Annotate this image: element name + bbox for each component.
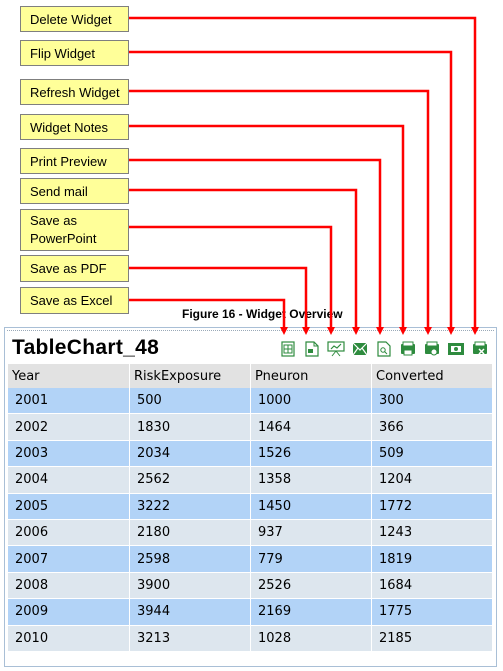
powerpoint-icon[interactable]	[324, 338, 348, 360]
column-header[interactable]: Year	[8, 364, 130, 388]
table-body: 2001 500 1000 300 2002 1830 1464 366 2003 2034 152…	[8, 388, 493, 652]
table-cell: 3900	[129, 572, 251, 600]
callout-label: Save as PowerPoint	[30, 213, 97, 246]
callout-label: Refresh Widget	[30, 84, 120, 100]
callout-label: Flip Widget	[30, 45, 96, 61]
table-cell: 1772	[371, 493, 493, 520]
table-row[interactable]: 2010 3213 1028 2185	[8, 625, 493, 652]
callout-widget-notes: Widget Notes	[20, 114, 129, 140]
column-header[interactable]: RiskExposure	[129, 364, 251, 388]
mail-icon[interactable]	[348, 338, 372, 360]
arrow-refresh-widget	[129, 89, 432, 335]
callout-send-mail: Send mail	[20, 178, 129, 204]
delete-icon[interactable]	[468, 338, 492, 360]
table-cell: 2008	[8, 572, 130, 600]
excel-icon[interactable]	[276, 338, 300, 360]
arrow-delete-widget	[129, 16, 479, 335]
table-row[interactable]: 2003 2034 1526 509	[8, 440, 493, 468]
table-cell: 1775	[371, 598, 493, 626]
figure-caption: Figure 16 - Widget Overview	[182, 307, 343, 321]
notes-icon[interactable]	[396, 338, 420, 360]
table-cell: 2003	[8, 440, 130, 468]
table-cell: 500	[129, 388, 251, 415]
table-cell: 509	[371, 440, 493, 468]
arrow-send-mail	[129, 188, 360, 335]
table-cell: 1243	[371, 519, 493, 547]
data-table: Year RiskExposure Pneuron Converted 2001…	[8, 364, 493, 652]
callout-label: Print Preview	[30, 153, 107, 169]
table-cell: 1464	[250, 413, 372, 441]
refresh-icon[interactable]	[420, 338, 444, 360]
table-cell: 2001	[8, 388, 130, 415]
arrow-flip-widget	[129, 50, 455, 335]
table-cell: 1526	[250, 440, 372, 468]
table-cell: 1819	[371, 545, 493, 573]
table-cell: 2009	[8, 598, 130, 626]
widget-border-dotted	[7, 330, 494, 331]
column-header[interactable]: Pneuron	[250, 364, 372, 388]
table-cell: 1358	[250, 466, 372, 494]
table-cell: 1000	[250, 388, 372, 415]
table-chart-widget: TableChart_48 Ye	[4, 327, 497, 667]
arrow-save-as-powerpoint	[129, 225, 335, 335]
print-preview-icon[interactable]	[372, 338, 396, 360]
flip-icon[interactable]	[444, 338, 468, 360]
table-row[interactable]: 2009 3944 2169 1775	[8, 598, 493, 626]
widget-title: TableChart_48	[12, 336, 160, 359]
table-cell: 2006	[8, 519, 130, 547]
table-cell: 366	[371, 413, 493, 441]
table-cell: 3944	[129, 598, 251, 626]
table-header-row: Year RiskExposure Pneuron Converted	[8, 364, 493, 388]
table-cell: 2562	[129, 466, 251, 494]
table-cell: 1450	[250, 493, 372, 520]
table-cell: 2007	[8, 545, 130, 573]
table-cell: 1684	[371, 572, 493, 600]
callout-label: Save as Excel	[30, 293, 113, 308]
arrow-save-as-excel	[129, 298, 288, 335]
table-cell: 1028	[250, 625, 372, 652]
table-cell: 2180	[129, 519, 251, 547]
table-cell: 3213	[129, 625, 251, 652]
table-row[interactable]: 2004 2562 1358 1204	[8, 466, 493, 494]
table-cell: 1830	[129, 413, 251, 441]
column-header[interactable]: Converted	[371, 364, 493, 388]
table-cell: 2526	[250, 572, 372, 600]
table-cell: 2004	[8, 466, 130, 494]
callout-save-as-pdf: Save as PDF	[20, 255, 129, 282]
table-row[interactable]: 2006 2180 937 1243	[8, 519, 493, 547]
callout-refresh-widget: Refresh Widget	[20, 79, 129, 105]
arrow-save-as-pdf	[129, 266, 310, 335]
pdf-icon[interactable]	[300, 338, 324, 360]
table-cell: 779	[250, 545, 372, 573]
table-cell: 937	[250, 519, 372, 547]
table-row[interactable]: 2007 2598 779 1819	[8, 545, 493, 573]
table-cell: 3222	[129, 493, 251, 520]
callout-flip-widget: Flip Widget	[20, 40, 129, 66]
table-row[interactable]: 2002 1830 1464 366	[8, 413, 493, 441]
table-row[interactable]: 2005 3222 1450 1772	[8, 493, 493, 520]
callout-save-as-powerpoint: Save as PowerPoint	[20, 209, 129, 251]
callout-label: Save as PDF	[30, 261, 107, 276]
table-cell: 2010	[8, 625, 130, 652]
callout-label: Widget Notes	[30, 119, 109, 135]
callout-save-as-excel: Save as Excel	[20, 287, 129, 314]
table-row[interactable]: 2008 3900 2526 1684	[8, 572, 493, 600]
widget-toolbar	[276, 338, 492, 360]
callout-label: Send mail	[30, 183, 88, 199]
arrow-widget-notes	[129, 124, 407, 335]
table-cell: 2169	[250, 598, 372, 626]
table-cell: 2005	[8, 493, 130, 520]
callout-label: Delete Widget	[30, 11, 112, 27]
table-cell: 2185	[371, 625, 493, 652]
callout-delete-widget: Delete Widget	[20, 6, 129, 32]
table-row[interactable]: 2001 500 1000 300	[8, 388, 493, 415]
table-cell: 2034	[129, 440, 251, 468]
arrow-print-preview	[129, 158, 384, 335]
callout-print-preview: Print Preview	[20, 148, 129, 174]
table-cell: 300	[371, 388, 493, 415]
table-cell: 2002	[8, 413, 130, 441]
table-cell: 1204	[371, 466, 493, 494]
table-cell: 2598	[129, 545, 251, 573]
